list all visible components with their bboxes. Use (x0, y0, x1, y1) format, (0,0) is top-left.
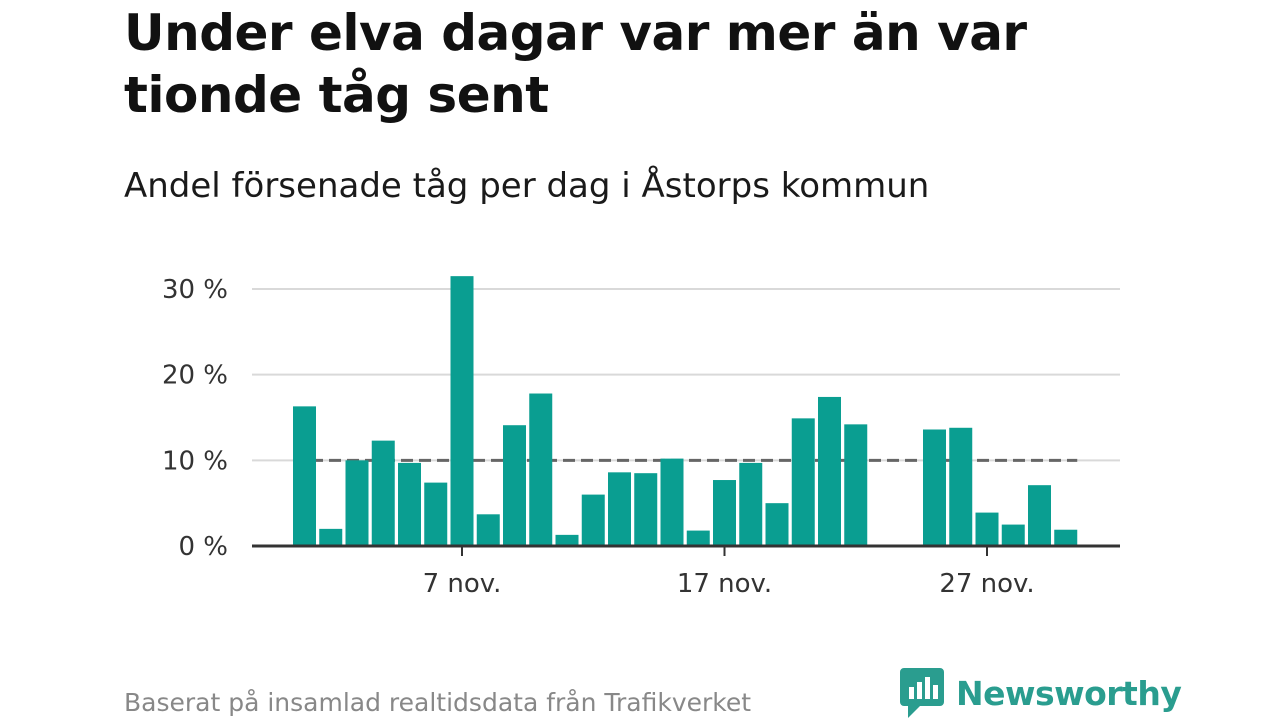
bar (476, 514, 500, 546)
bar (345, 460, 369, 546)
chart-subtitle: Andel försenade tåg per dag i Åstorps ko… (124, 166, 930, 206)
bar (660, 458, 684, 546)
bar (424, 482, 448, 546)
grid-lines (252, 288, 1120, 462)
bar (686, 530, 710, 546)
newsworthy-logo-icon (900, 668, 944, 718)
newsworthy-logo: Newsworthy (900, 668, 1182, 718)
x-tick-label: 27 nov. (939, 569, 1034, 599)
bar (450, 276, 474, 546)
y-tick-label: 20 % (162, 361, 228, 391)
bar (581, 494, 605, 546)
y-tick-label: 30 % (162, 275, 228, 305)
y-tick-label: 10 % (162, 446, 228, 476)
bar (398, 462, 421, 546)
bar (529, 393, 553, 546)
bar (975, 512, 999, 546)
bar (608, 472, 631, 546)
bar (739, 462, 763, 546)
bar (923, 429, 946, 546)
bar (555, 534, 579, 546)
y-tick-label: 0 % (178, 532, 228, 562)
source-note: Baserat på insamlad realtidsdata från Tr… (124, 688, 752, 717)
bar (818, 396, 841, 546)
bar (319, 528, 343, 546)
bar (949, 427, 973, 546)
bar (293, 406, 316, 546)
bar (791, 418, 815, 546)
bar (1054, 529, 1078, 546)
chart-title: Under elva dagar var mer än var tionde t… (124, 4, 1027, 124)
bar (844, 424, 868, 546)
bar (503, 425, 526, 546)
bar (1028, 485, 1051, 546)
bar (1001, 524, 1025, 546)
bars (293, 276, 1078, 546)
bar (371, 440, 395, 546)
bar (713, 480, 736, 546)
x-tick-label: 17 nov. (677, 569, 772, 599)
brand-name: Newsworthy (956, 673, 1182, 713)
x-tick-label: 7 nov. (423, 569, 502, 599)
bar (765, 503, 789, 546)
bar (634, 473, 658, 546)
axes: 0 % 10 % 20 % 30 % 7 nov. 17 nov. 27 nov. (162, 275, 1120, 599)
